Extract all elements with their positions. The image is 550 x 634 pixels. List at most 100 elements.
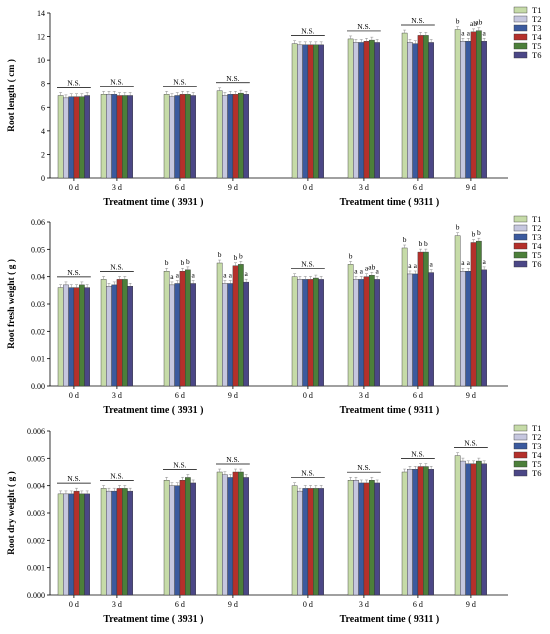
significance-letter: a [176,271,180,280]
bar-t4 [307,488,314,596]
significance-letter: a [365,264,369,273]
significance-letter: ab [475,18,482,27]
significance-letter: b [477,228,481,237]
bar-t2 [407,469,413,596]
bar-t1 [401,471,408,596]
bar-t4 [73,490,80,596]
bar-t1 [100,279,107,387]
bar-t2 [63,97,69,179]
bar-t3 [174,95,181,179]
x-tick-label: 9 d [228,183,238,192]
bar-t2 [222,95,228,179]
bar-t2 [460,271,466,387]
bar-t3 [358,42,365,179]
legend-label: T1 [532,423,541,433]
x-tick-label: 0 d [303,391,313,400]
bar-t3 [358,279,365,387]
x-tick-label: 0 d [69,183,79,192]
legend-swatch-t2 [513,15,528,23]
significance-letter: a [482,28,486,37]
bar-t1 [454,29,461,179]
bar-t2 [63,493,69,596]
x-tick-label: 3 d [359,600,369,609]
significance-letter: b [165,258,169,267]
significance-letter: a [414,261,418,270]
x-tick-label: 0 d [303,600,313,609]
bar-t1 [163,94,170,179]
bar-t5 [184,269,191,387]
bar-t2 [407,42,413,179]
significance-letter: b [181,258,185,267]
x-tick-label: 6 d [413,183,423,192]
chart-panel-3: 0.000 0.001 0.002 0.003 0.004 0.005 0.006 Root … [6,423,542,625]
significance-letter: b [419,239,423,248]
x-tick-label: 3 d [112,391,122,400]
bar-t2 [460,41,466,179]
bar-t3 [111,94,118,179]
y-tick-label: 0.06 [31,218,45,227]
bar-t1 [57,287,64,387]
bar-t3 [227,283,234,387]
bar-t4 [363,276,370,387]
y-tick-label: 2 [41,150,45,159]
x-tick-label: 0 d [69,600,79,609]
x-axis-title: Treatment time ( 9311 ) [340,614,440,625]
significance-letter: ab [470,19,477,28]
bar-t5 [78,96,85,179]
bar-t2 [297,279,303,387]
bar-t6 [481,463,488,596]
legend-label: T6 [532,259,541,269]
bar-t3 [111,490,118,596]
bar-t6 [243,94,250,179]
bar-t3 [302,488,309,596]
legend-label: T2 [532,432,541,442]
ns-label: N.S. [110,471,123,480]
y-tick-label: 0.000 [27,591,45,600]
legend-swatch-t5 [513,42,528,50]
bar-t1 [57,493,64,596]
legend-swatch-t4 [513,33,528,41]
bar-t4 [307,279,314,387]
x-tick-label: 3 d [112,183,122,192]
bar-t4 [417,35,424,179]
bar-t6 [428,272,435,387]
bar-t6 [243,281,250,387]
significance-letter: a [191,271,195,280]
bar-t2 [63,284,69,387]
bar-t2 [106,490,112,596]
y-axis-title: Root fresh weight ( g ) [6,259,17,349]
bar-t5 [423,35,429,179]
x-tick-label: 6 d [175,600,185,609]
significance-letter: a [360,266,364,275]
bar-t4 [179,271,186,387]
bar-t6 [190,283,197,387]
x-tick-label: 3 d [112,600,122,609]
y-tick-label: 0.04 [31,273,45,282]
bar-t6 [190,482,197,596]
bar-t2 [169,284,175,387]
bar-t2 [222,283,228,387]
significance-letter: a [461,258,465,267]
ns-label: N.S. [173,77,186,86]
bar-t3 [227,477,234,596]
y-axis-title: Root length ( cm ) [6,59,17,132]
bar-t6 [243,477,250,596]
bar-t3 [412,43,419,179]
ns-label: N.S. [226,74,239,83]
bar-t4 [116,488,123,596]
bar-t6 [374,482,381,596]
bar-t6 [318,44,325,179]
bar-t2 [106,94,112,179]
y-tick-label: 0.003 [27,509,45,518]
ns-label: N.S. [67,79,80,88]
significance-letter: b [239,251,243,260]
bar-t5 [369,275,375,387]
bar-t5 [121,488,128,596]
legend-swatch-t2 [513,224,528,232]
y-tick-label: 14 [37,9,45,18]
bar-t6 [84,95,91,179]
